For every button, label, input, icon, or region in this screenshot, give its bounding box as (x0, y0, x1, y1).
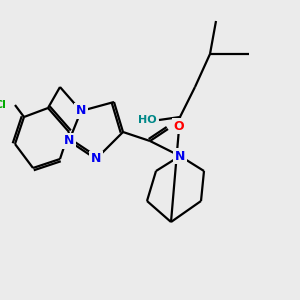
Text: O: O (173, 119, 184, 133)
Text: Cl: Cl (0, 100, 6, 110)
Text: N: N (76, 104, 86, 118)
Text: HO: HO (138, 115, 156, 125)
Text: N: N (64, 134, 74, 148)
Text: N: N (91, 152, 101, 166)
Text: N: N (175, 149, 185, 163)
